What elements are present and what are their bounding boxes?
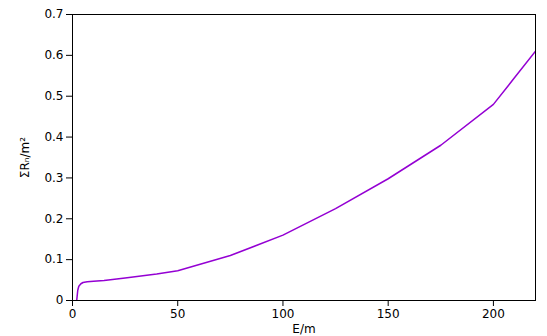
svg-text:0.6: 0.6	[44, 48, 63, 62]
svg-text:0: 0	[56, 293, 64, 307]
svg-text:0.4: 0.4	[44, 130, 63, 144]
svg-text:0.5: 0.5	[44, 89, 63, 103]
svg-text:ΣRₙ/m²: ΣRₙ/m²	[18, 137, 32, 178]
svg-text:50: 50	[170, 307, 185, 321]
svg-text:E/m: E/m	[292, 322, 315, 336]
svg-text:0.2: 0.2	[44, 212, 63, 226]
svg-text:100: 100	[272, 307, 295, 321]
svg-text:0.7: 0.7	[44, 7, 63, 21]
svg-text:0.1: 0.1	[44, 252, 63, 266]
svg-text:150: 150	[377, 307, 400, 321]
svg-text:0: 0	[69, 307, 77, 321]
svg-text:200: 200	[482, 307, 505, 321]
svg-text:0.3: 0.3	[44, 171, 63, 185]
